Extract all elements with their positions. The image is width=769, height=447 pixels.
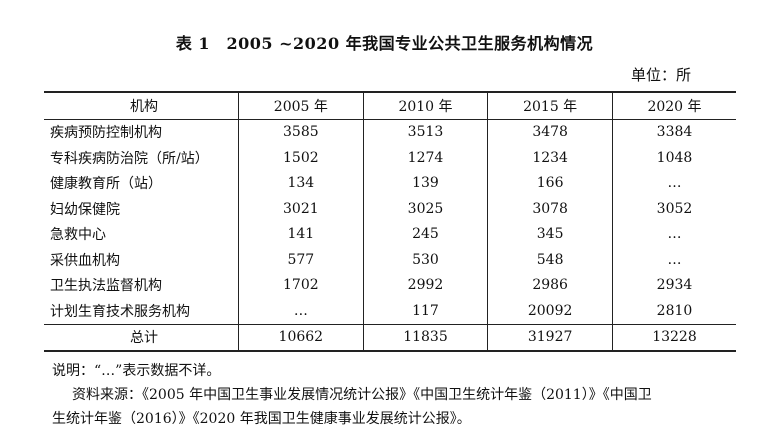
row-institution-name: 健康教育所（站） xyxy=(50,176,162,193)
cell-2010: 139 xyxy=(362,170,488,196)
header-institution: 机构 xyxy=(44,92,239,120)
cell-2010: 3513 xyxy=(362,119,488,145)
table-row: 急救中心 141 245 345… xyxy=(44,221,736,247)
cell-2020: 2934 xyxy=(611,272,736,298)
cell-2020: … xyxy=(611,247,736,273)
note-explanation: 说明：“…”表示数据不详。 xyxy=(52,363,221,379)
total-label: 总计 xyxy=(130,330,158,347)
cell-2010: 117 xyxy=(362,298,488,324)
row-institution-name: 疾病预防控制机构 xyxy=(50,125,162,142)
cell-2020: 3384 xyxy=(611,119,736,145)
table-title: 表 1 2005 ~2020 年我国专业公共卫生服务机构情况 xyxy=(175,34,594,53)
note-source-line1: 资料来源：《2005 年中国卫生事业发展情况统计公报》《中国卫生统计年鉴（201… xyxy=(72,387,652,403)
cell-2020: 1048 xyxy=(611,145,736,171)
cell-2015: 20092 xyxy=(487,298,613,324)
row-institution-name: 采供血机构 xyxy=(50,252,120,269)
data-table: 机构 2005 年 2010 年 2015 年 2020 年 疾病预防控制机构 3… xyxy=(44,91,736,352)
table-row: 专科疾病防治院（所/站） 1502 1274 1234 1048 xyxy=(44,145,736,171)
cell-2015: 3478 xyxy=(487,119,613,145)
cell-2020: … xyxy=(611,170,736,196)
cell-2015: 548 xyxy=(487,247,613,273)
cell-2010: 3025 xyxy=(362,196,488,222)
cell-2015: 1234 xyxy=(487,145,613,171)
total-row: 总计 10662 11835 31927 13228 xyxy=(44,324,736,351)
header-2015: 2015 年 xyxy=(487,92,613,120)
cell-2005: … xyxy=(238,298,364,324)
cell-2015: 3078 xyxy=(487,196,613,222)
cell-2010: 530 xyxy=(362,247,488,273)
cell-2005: 1502 xyxy=(238,145,364,171)
table-row: 妇幼保健院 3021 3025 3078 3052 xyxy=(44,196,736,222)
cell-2005: 141 xyxy=(238,221,364,247)
cell-2015: 2986 xyxy=(487,272,613,298)
cell-2020: 3052 xyxy=(611,196,736,222)
cell-2005: 3021 xyxy=(238,196,364,222)
total-2005: 10662 xyxy=(238,324,364,351)
row-institution-name: 卫生执法监督机构 xyxy=(50,278,162,295)
row-institution-name: 妇幼保健院 xyxy=(50,201,120,218)
total-2020: 13228 xyxy=(611,324,736,351)
table-row: 卫生执法监督机构 1702 2992 2986 2934 xyxy=(44,272,736,298)
total-2010: 11835 xyxy=(362,324,488,351)
cell-2015: 166 xyxy=(487,170,613,196)
cell-2010: 1274 xyxy=(362,145,488,171)
table-row: 采供血机构 577 530 548… xyxy=(44,247,736,273)
cell-2005: 1702 xyxy=(238,272,364,298)
cell-2005: 134 xyxy=(238,170,364,196)
note-source-line2: 生统计年鉴（2016）》《2020 年我国卫生健康事业发展统计公报》。 xyxy=(52,411,471,427)
cell-2020: … xyxy=(611,221,736,247)
table-row: 疾病预防控制机构 3585 3513 3478 3384 xyxy=(44,119,736,145)
cell-2005: 577 xyxy=(238,247,364,273)
table-row: 计划生育技术服务机构 … 117 20092 2810 xyxy=(44,298,736,324)
total-2015: 31927 xyxy=(487,324,613,351)
cell-2020: 2810 xyxy=(611,298,736,324)
table-row: 健康教育所（站） 134 139 166… xyxy=(44,170,736,196)
row-institution-name: 专科疾病防治院（所/站） xyxy=(50,150,209,167)
header-row: 机构 2005 年 2010 年 2015 年 2020 年 xyxy=(44,92,736,120)
unit-label: 单位：所 xyxy=(630,66,691,84)
row-institution-name: 急救中心 xyxy=(50,227,106,244)
header-2010: 2010 年 xyxy=(362,92,488,120)
cell-2010: 245 xyxy=(362,221,488,247)
cell-2005: 3585 xyxy=(238,119,364,145)
row-institution-name: 计划生育技术服务机构 xyxy=(50,303,190,320)
cell-2010: 2992 xyxy=(362,272,488,298)
header-2005: 2005 年 xyxy=(238,92,364,120)
header-2020: 2020 年 xyxy=(611,92,736,120)
cell-2015: 345 xyxy=(487,221,613,247)
